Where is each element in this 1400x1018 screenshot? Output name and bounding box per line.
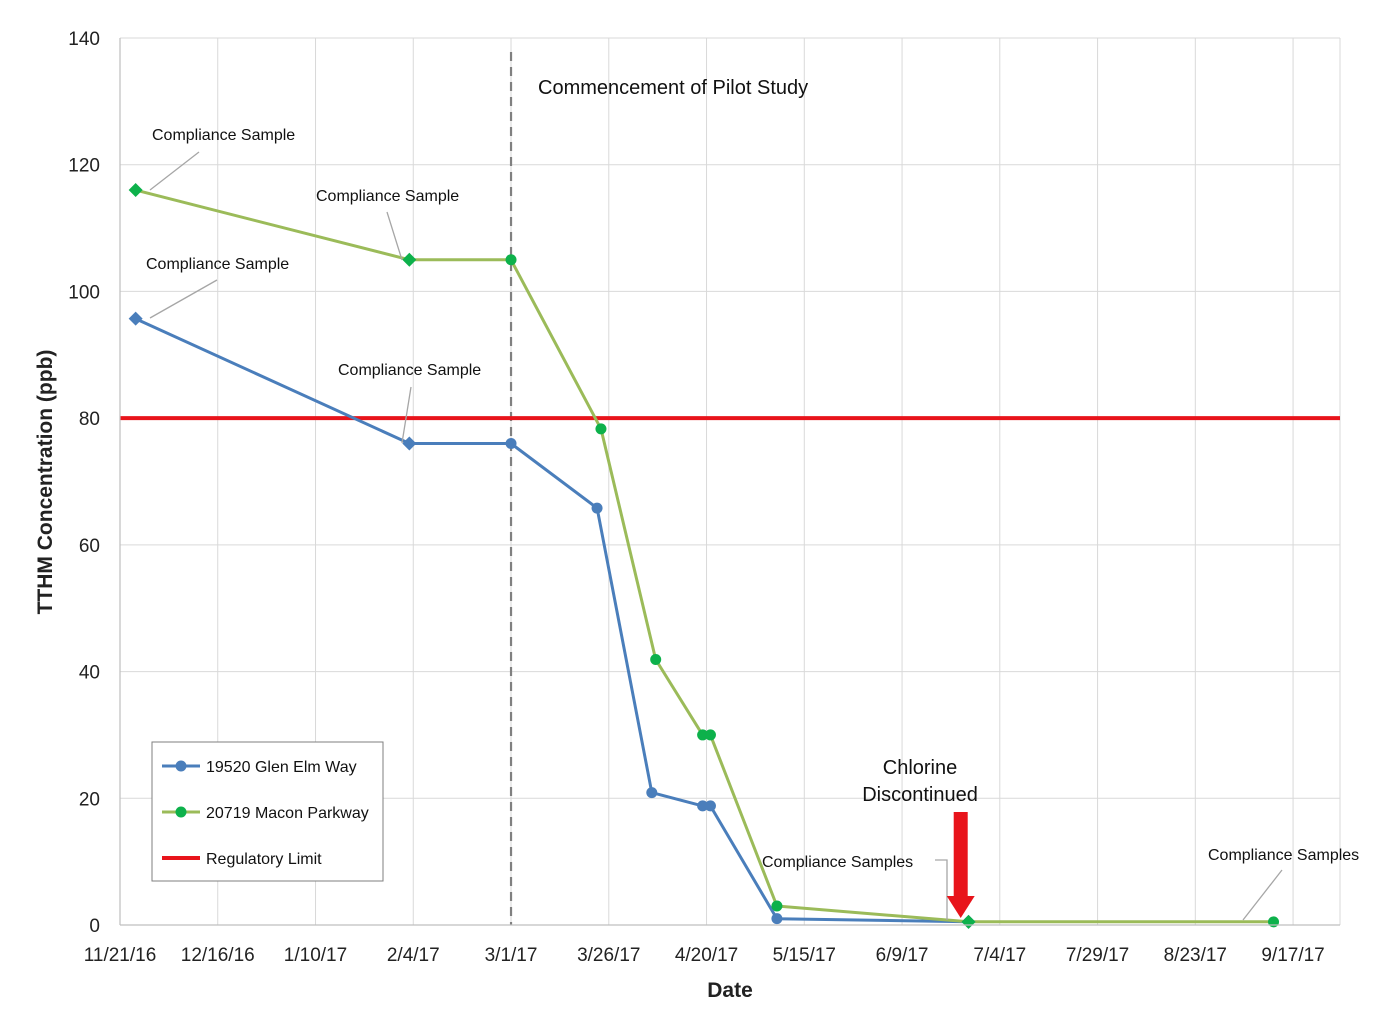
x-tick-label: 8/23/17 [1164, 945, 1227, 966]
macon-parkway-point [650, 654, 662, 666]
y-tick-label: 60 [79, 536, 100, 557]
macon-parkway-point [402, 252, 417, 267]
x-tick-label: 1/10/17 [284, 945, 347, 966]
compliance-samples-label: Compliance Samples [762, 854, 913, 871]
x-tick-label: 7/4/17 [973, 945, 1026, 966]
legend-item-macon-parkway: 20719 Macon Parkway [162, 805, 369, 822]
macon-parkway-point [505, 254, 517, 266]
annotation-leader [149, 279, 218, 319]
x-tick-label: 6/9/17 [876, 945, 929, 966]
legend-label: 20719 Macon Parkway [206, 805, 369, 822]
glen-elm-way-point [697, 800, 709, 812]
pilot-study-label: Commencement of Pilot Study [538, 77, 808, 99]
chlorine-arrow-head [946, 896, 975, 918]
y-tick-label: 140 [68, 29, 100, 50]
x-tick-label: 7/29/17 [1066, 945, 1129, 966]
x-axis-title: Date [707, 979, 753, 1002]
legend-label: Regulatory Limit [206, 851, 322, 868]
legend: 19520 Glen Elm Way 20719 Macon Parkway Reg… [151, 741, 384, 882]
macon-parkway-point [1268, 916, 1280, 928]
annotation-leader [1242, 869, 1283, 921]
legend-item-regulatory-limit: Regulatory Limit [162, 851, 322, 868]
annotation-leader [935, 859, 948, 920]
y-tick-label: 0 [89, 916, 100, 937]
reference-lines [120, 52, 1340, 925]
x-tick-label: 5/15/17 [773, 945, 836, 966]
chlorine-arrow-shaft [953, 812, 968, 896]
legend-swatch-marker [175, 760, 187, 772]
y-tick-label: 120 [68, 156, 100, 177]
compliance-sample-label: Compliance Sample [316, 188, 459, 205]
x-tick-label: 9/17/17 [1261, 945, 1324, 966]
compliance-sample-label: Compliance Sample [152, 127, 295, 144]
macon-parkway-point [697, 729, 709, 741]
y-tick-label: 100 [68, 282, 100, 303]
y-tick-label: 40 [79, 663, 100, 684]
legend-item-glen-elm-way: 19520 Glen Elm Way [162, 759, 357, 776]
markers [128, 183, 1280, 929]
glen-elm-way-point [505, 437, 517, 449]
annotation-leader [386, 211, 403, 261]
compliance-samples-label: Compliance Samples [1208, 847, 1359, 864]
legend-swatch-marker [175, 806, 187, 818]
glen-elm-way-point [771, 913, 783, 925]
axes: 0 20 40 60 80 100 120 140 11/21/16 12/16/16 1/10/1… [34, 29, 1340, 1002]
legend-label: 19520 Glen Elm Way [206, 759, 357, 776]
glen-elm-way-point [646, 787, 658, 799]
glen-elm-way-point [591, 502, 603, 514]
y-tick-label: 20 [79, 789, 100, 810]
macon-parkway-point [704, 729, 716, 741]
discontinued-label: Discontinued [862, 784, 978, 806]
x-tick-label: 3/26/17 [577, 945, 640, 966]
y-tick-label: 80 [79, 409, 100, 430]
compliance-sample-label: Compliance Sample [338, 362, 481, 379]
annotation-leader [149, 151, 200, 191]
glen-elm-way-point [402, 436, 417, 451]
x-tick-label: 11/21/16 [84, 945, 157, 966]
x-tick-label: 12/16/16 [181, 945, 255, 966]
x-tick-label: 2/4/17 [387, 945, 440, 966]
x-tick-label: 3/1/17 [485, 945, 538, 966]
annotations: Commencement of Pilot Study Compliance Sa… [146, 77, 1359, 921]
glen-elm-way-point [704, 800, 716, 812]
glen-elm-way-point [128, 311, 143, 326]
macon-parkway-point [771, 900, 783, 912]
chlorine-label: Chlorine [883, 757, 957, 779]
macon-parkway-line [135, 188, 1274, 924]
macon-parkway-point [595, 423, 607, 435]
annotation-leader [401, 386, 412, 444]
x-tick-label: 4/20/17 [675, 945, 738, 966]
compliance-sample-label: Compliance Sample [146, 256, 289, 273]
y-axis-title: TTHM Concentration (ppb) [34, 350, 57, 615]
macon-parkway-point [128, 183, 143, 198]
